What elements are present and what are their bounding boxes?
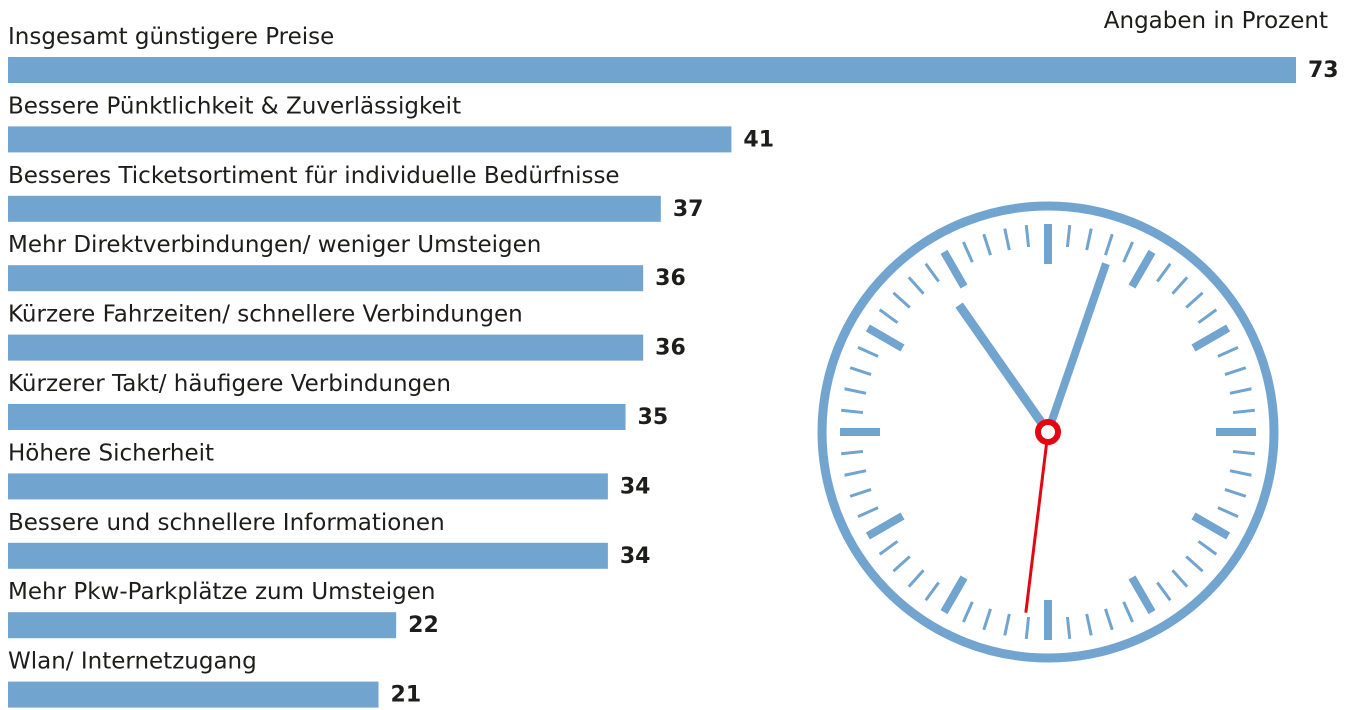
- clock-tick: [1105, 234, 1112, 255]
- clock-tick: [850, 489, 871, 496]
- clock-tick: [880, 541, 898, 554]
- second-hand: [1026, 420, 1050, 613]
- clock-tick: [984, 234, 991, 255]
- subtitle: Angaben in Prozent: [1104, 8, 1328, 34]
- clock-tick: [1233, 451, 1255, 453]
- clock-tick: [858, 508, 878, 517]
- bar: [8, 473, 608, 499]
- value-label: 36: [655, 336, 686, 361]
- category-label: Insgesamt günstigere Preise: [8, 24, 334, 50]
- category-label: Bessere und schnellere Informationen: [8, 510, 445, 536]
- bar: [8, 682, 379, 708]
- minute-hand: [1048, 264, 1106, 432]
- bar: [8, 404, 626, 430]
- bar: [8, 543, 608, 569]
- category-label: Bessere Pünktlichkeit & Zuverlässigkeit: [8, 93, 461, 119]
- clock-tick: [1157, 264, 1170, 282]
- clock-tick: [868, 328, 903, 348]
- value-label: 37: [673, 197, 704, 222]
- clock-tick: [1132, 252, 1152, 287]
- bar: [8, 126, 731, 152]
- clock-tick: [909, 277, 924, 293]
- clock-tick: [963, 602, 972, 622]
- value-label: 73: [1308, 58, 1339, 83]
- clock-tick: [841, 410, 863, 412]
- clock-tick: [893, 293, 909, 308]
- clock-center: [1038, 422, 1058, 442]
- clock-tick: [845, 471, 867, 476]
- clock-tick: [944, 252, 964, 287]
- clock-tick: [1026, 225, 1028, 247]
- value-label: 34: [620, 474, 651, 499]
- bar: [8, 612, 396, 638]
- category-label: Wlan/ Internetzugang: [8, 649, 257, 675]
- clock-tick: [909, 570, 924, 586]
- clock-tick: [1225, 368, 1246, 375]
- clock-tick: [841, 451, 863, 453]
- clock-tick: [1157, 582, 1170, 600]
- bar: [8, 196, 661, 222]
- clock-tick: [1218, 347, 1238, 356]
- clock-tick: [1198, 310, 1216, 323]
- clock-tick: [1005, 614, 1010, 636]
- clock-tick: [1132, 577, 1152, 612]
- clock-tick: [944, 577, 964, 612]
- category-label: Höhere Sicherheit: [8, 440, 214, 466]
- category-label: Mehr Direktverbindungen/ weniger Umsteig…: [8, 232, 541, 258]
- clock-tick: [1067, 225, 1069, 247]
- category-label: Kürzerer Takt/ häufigere Verbindungen: [8, 371, 451, 397]
- clock-tick: [963, 242, 972, 262]
- value-label: 21: [391, 683, 422, 708]
- clock-tick: [868, 516, 903, 536]
- bar: [8, 265, 643, 291]
- clock-tick: [893, 556, 909, 571]
- hour-hand: [959, 305, 1048, 432]
- clock-tick: [1233, 410, 1255, 412]
- clock-tick: [1186, 556, 1202, 571]
- clock-tick: [1193, 328, 1228, 348]
- category-label: Besseres Ticketsortiment für individuell…: [8, 163, 620, 189]
- clock-tick: [1105, 609, 1112, 630]
- clock-tick: [1087, 229, 1092, 251]
- bar: [8, 335, 643, 361]
- clock-tick: [880, 310, 898, 323]
- value-label: 22: [408, 613, 439, 638]
- clock-tick: [850, 368, 871, 375]
- clock-tick: [1198, 541, 1216, 554]
- category-label: Kürzere Fahrzeiten/ schnellere Verbindun…: [8, 302, 523, 328]
- clock-tick: [926, 264, 939, 282]
- value-label: 41: [743, 127, 774, 152]
- clock-tick: [1172, 277, 1187, 293]
- clock-tick: [1124, 602, 1133, 622]
- clock-tick: [858, 347, 878, 356]
- bar: [8, 57, 1296, 83]
- value-label: 34: [620, 544, 651, 569]
- value-label: 35: [638, 405, 669, 430]
- clock-tick: [845, 389, 867, 394]
- clock-tick: [1225, 489, 1246, 496]
- clock-tick: [1005, 229, 1010, 251]
- clock-tick: [1067, 617, 1069, 639]
- chart: Angaben in Prozent Insgesamt günstigere …: [0, 0, 1348, 710]
- clock-tick: [1026, 617, 1028, 639]
- clock-tick: [1193, 516, 1228, 536]
- clock-tick: [1186, 293, 1202, 308]
- clock-tick: [1218, 508, 1238, 517]
- clock-tick: [984, 609, 991, 630]
- clock-illustration: [822, 206, 1274, 658]
- value-label: 36: [655, 266, 686, 291]
- clock-tick: [926, 582, 939, 600]
- clock-tick: [1087, 614, 1092, 636]
- clock-tick: [1124, 242, 1133, 262]
- clock-tick: [1172, 570, 1187, 586]
- clock-tick: [1230, 389, 1252, 394]
- category-label: Mehr Pkw-Parkplätze zum Umsteigen: [8, 579, 435, 605]
- clock-tick: [1230, 471, 1252, 476]
